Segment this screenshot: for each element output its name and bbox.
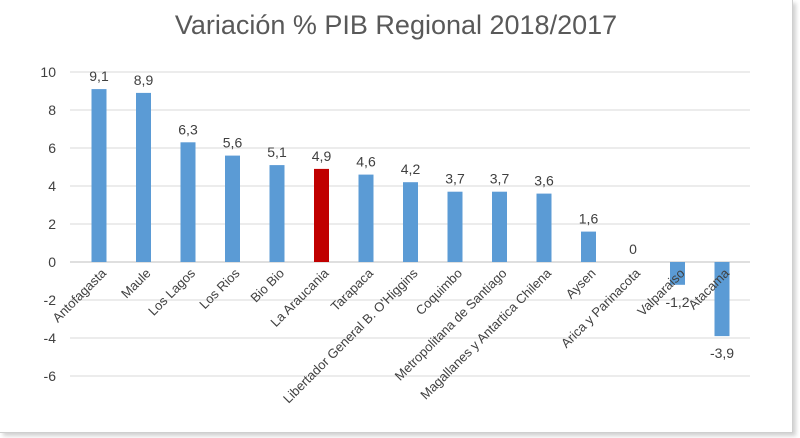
- data-label: 8,9: [134, 72, 154, 88]
- x-tick-label: Los Rios: [196, 265, 243, 312]
- bar: [492, 191, 507, 262]
- bar: [225, 155, 240, 262]
- data-label: 5,1: [267, 144, 287, 160]
- bar: [269, 165, 285, 262]
- bar: [670, 262, 685, 285]
- bar: [403, 182, 418, 262]
- x-tick-label: Bio Bio: [247, 266, 287, 306]
- data-label: -3,9: [710, 345, 734, 361]
- x-tick-label: Valparaiso: [634, 266, 687, 319]
- x-tick-label: Aysen: [563, 266, 599, 302]
- bar: [91, 89, 107, 262]
- chart-title: Variación % PIB Regional 2018/2017: [174, 10, 618, 40]
- data-label: 6,3: [178, 121, 198, 137]
- x-tick-label: Maule: [118, 266, 154, 302]
- data-label: 5,6: [223, 135, 243, 151]
- y-tick-label: -4: [44, 330, 57, 346]
- x-tick-label: Los Lagos: [145, 265, 198, 318]
- y-tick-label: 2: [48, 216, 56, 232]
- bar: [447, 191, 463, 262]
- x-tick-label: Antofagasta: [49, 265, 109, 325]
- y-tick-label: 4: [48, 178, 56, 194]
- data-label: 3,7: [445, 171, 465, 187]
- bar: [536, 193, 552, 262]
- data-label: 0: [629, 241, 637, 257]
- y-tick-label: 10: [40, 64, 56, 80]
- bar: [314, 168, 329, 262]
- bar: [136, 92, 151, 263]
- data-label: 4,9: [312, 148, 332, 164]
- bar: [581, 231, 596, 262]
- y-tick-label: -6: [44, 368, 57, 384]
- bar: [714, 262, 730, 337]
- y-tick-label: -2: [44, 292, 57, 308]
- bar: [180, 142, 196, 262]
- y-tick-label: 6: [48, 140, 56, 156]
- data-label: 4,6: [356, 154, 376, 170]
- data-label: -1,2: [665, 294, 689, 310]
- y-tick-label: 0: [48, 254, 56, 270]
- data-label: 1,6: [579, 211, 599, 227]
- bar: [358, 174, 374, 262]
- data-label: 3,6: [534, 173, 554, 189]
- data-label: 3,7: [490, 171, 510, 187]
- y-tick-label: 8: [48, 102, 56, 118]
- data-label: 4,2: [401, 161, 421, 177]
- data-label: 9,1: [89, 68, 109, 84]
